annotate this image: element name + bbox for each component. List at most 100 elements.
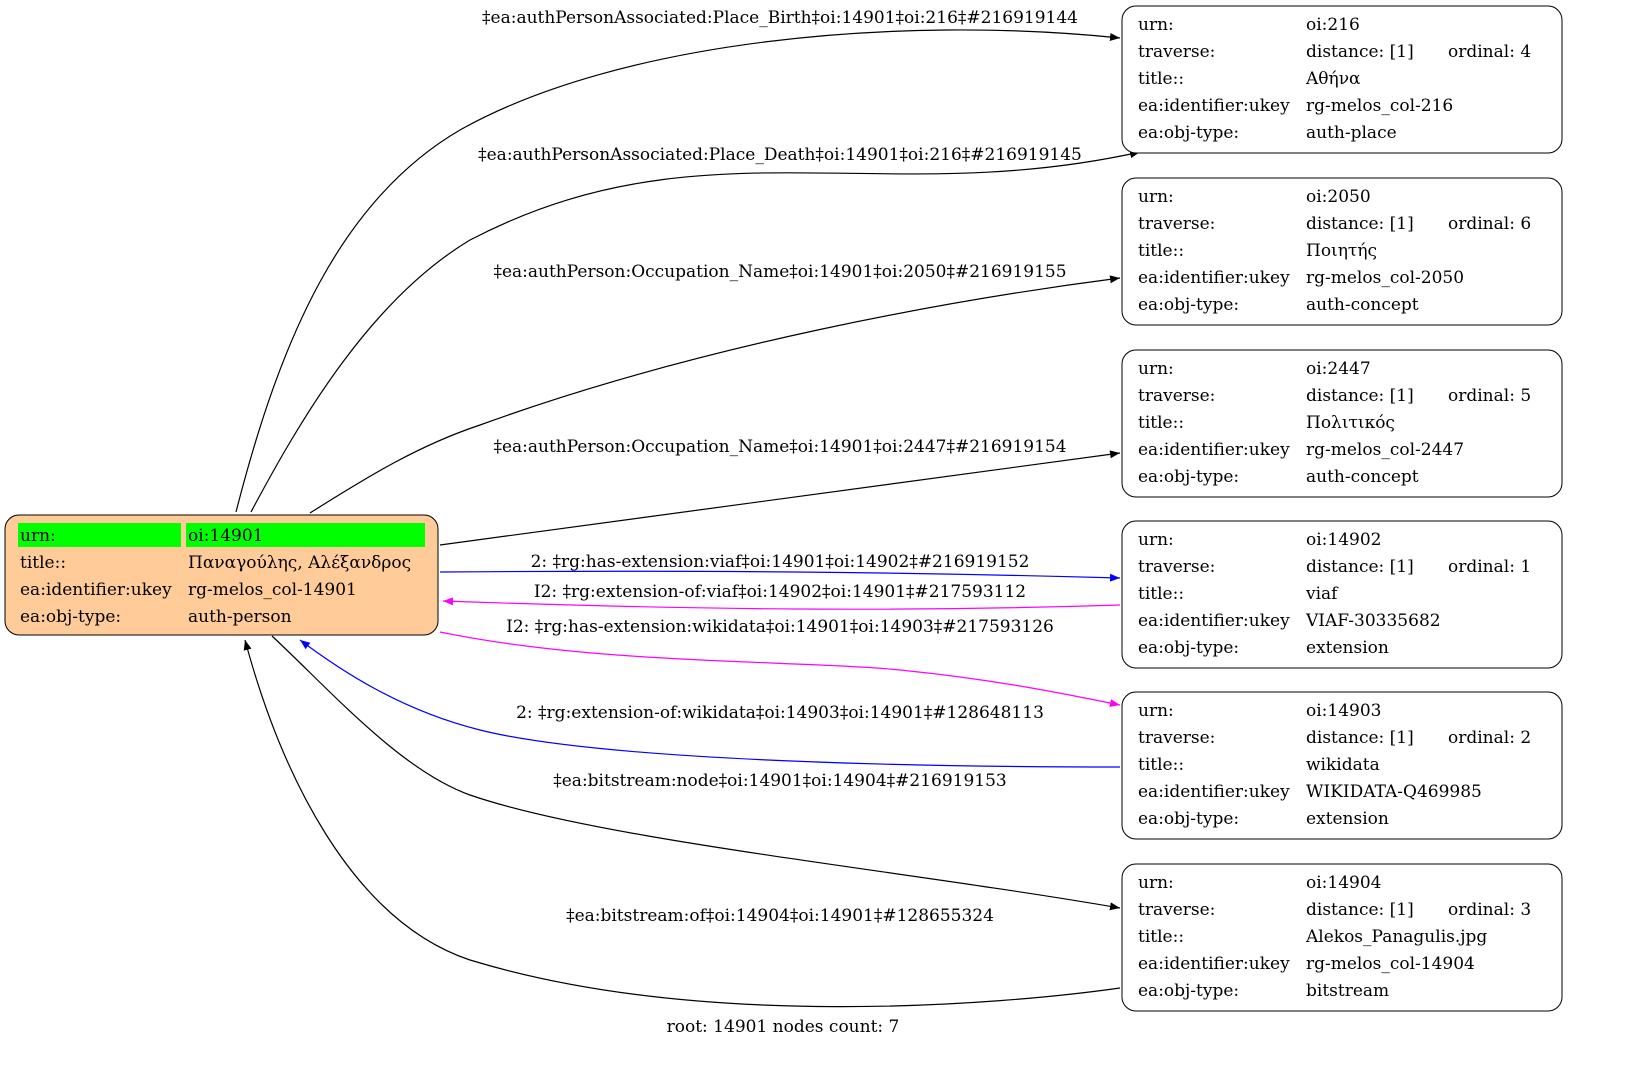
target-node[interactable]: urn: oi:2050 traverse: distance: [1] ordinal…	[1121, 177, 1563, 326]
row-key: ea:identifier:ukey	[1138, 611, 1290, 631]
target-node[interactable]: urn: oi:14902 traverse: distance: [1] ordina…	[1121, 520, 1563, 669]
edge-label: ‡ea:bitstream:of‡oi:14904‡oi:14901‡#1286…	[566, 906, 994, 926]
edge-line	[235, 29, 1121, 513]
edge-line	[299, 639, 1121, 768]
footer-caption: root: 14901 nodes count: 7	[667, 1017, 900, 1037]
edge-line	[309, 275, 1121, 514]
edge-line	[243, 639, 1121, 1008]
edge-label: ‡ea:authPerson:Occupation_Name‡oi:14901‡…	[493, 262, 1066, 282]
row-key: title::	[1138, 584, 1184, 604]
row-value: distance: [1]	[1306, 557, 1414, 577]
row-key: traverse:	[1138, 214, 1215, 234]
row-key: ea:identifier:ukey	[1138, 782, 1290, 802]
row-value: rg-melos_col-2447	[1306, 440, 1464, 460]
row-key: ea:obj-type:	[1138, 981, 1239, 1001]
row-value: ordinal: 5	[1448, 386, 1531, 406]
row-key: urn:	[1138, 701, 1174, 721]
edge-label: 2: ‡rg:has-extension:viaf‡oi:14901‡oi:14…	[531, 552, 1030, 572]
row-value: extension	[1306, 809, 1389, 829]
row-value: rg-melos_col-216	[1306, 96, 1453, 116]
row-value: viaf	[1305, 584, 1339, 604]
row-key: urn:	[1138, 873, 1174, 893]
edge-label: 2: ‡rg:extension-of:wikidata‡oi:14903‡oi…	[516, 703, 1044, 723]
row-value: Πολιτικός	[1306, 413, 1395, 433]
target-node[interactable]: urn: oi:2447 traverse: distance: [1] ordinal…	[1121, 349, 1563, 498]
row-key: ea:identifier:ukey	[20, 580, 172, 600]
row-key: title::	[1138, 927, 1184, 947]
row-value: wikidata	[1306, 755, 1380, 775]
row-value: auth-person	[188, 607, 292, 627]
row-value: oi:2447	[1306, 359, 1371, 379]
row-key: traverse:	[1138, 557, 1215, 577]
row-value: distance: [1]	[1306, 900, 1414, 920]
row-value: distance: [1]	[1306, 728, 1414, 748]
row-key: ea:identifier:ukey	[1138, 96, 1290, 116]
row-key: traverse:	[1138, 42, 1215, 62]
row-key: title::	[1138, 69, 1184, 89]
target-node[interactable]: urn: oi:14903 traverse: distance: [1] ordina…	[1121, 691, 1563, 840]
row-value: auth-concept	[1306, 467, 1419, 487]
edge-line	[439, 450, 1121, 546]
edge-line	[271, 635, 1121, 911]
row-key: urn:	[1138, 187, 1174, 207]
row-value: rg-melos_col-14901	[188, 580, 357, 600]
row-value: extension	[1306, 638, 1389, 658]
row-value: ordinal: 2	[1448, 728, 1531, 748]
edge-line	[442, 597, 1121, 610]
row-value: ordinal: 4	[1448, 42, 1531, 62]
target-node[interactable]: urn: oi:216 traverse: distance: [1] ordinal:…	[1121, 5, 1563, 154]
row-value: auth-concept	[1306, 295, 1419, 315]
row-value: oi:14904	[1306, 873, 1381, 893]
row-value: oi:14901	[188, 526, 263, 546]
edge-label: ‡ea:authPersonAssociated:Place_Birth‡oi:…	[482, 8, 1078, 28]
row-key: ea:obj-type:	[1138, 123, 1239, 143]
row-key: title::	[1138, 413, 1184, 433]
row-value: distance: [1]	[1306, 42, 1414, 62]
row-value: Alekos_Panagulis.jpg	[1305, 927, 1487, 947]
row-value: oi:216	[1306, 15, 1360, 35]
row-key: title::	[20, 553, 66, 573]
row-key: title::	[1138, 755, 1184, 775]
row-value: VIAF-30335682	[1305, 611, 1441, 631]
row-value: distance: [1]	[1306, 386, 1414, 406]
edge-label: I2: ‡rg:extension-of:viaf‡oi:14902‡oi:14…	[534, 582, 1026, 602]
row-value: ordinal: 3	[1448, 900, 1531, 920]
edge-line	[439, 631, 1121, 707]
row-value: WIKIDATA-Q469985	[1306, 782, 1482, 802]
edge-label: ‡ea:authPersonAssociated:Place_Death‡oi:…	[478, 145, 1082, 165]
row-key: urn:	[1138, 359, 1174, 379]
target-node[interactable]: urn: oi:14904 traverse: distance: [1] ordina…	[1121, 863, 1563, 1012]
row-value: oi:14902	[1306, 530, 1381, 550]
row-key: ea:identifier:ukey	[1138, 954, 1290, 974]
row-key: ea:obj-type:	[1138, 638, 1239, 658]
row-value: ordinal: 1	[1448, 557, 1531, 577]
row-value: Παναγούλης, Αλέξανδρος	[188, 553, 411, 573]
edge-label: ‡ea:authPerson:Occupation_Name‡oi:14901‡…	[493, 437, 1066, 457]
edge-label: ‡ea:bitstream:node‡oi:14901‡oi:14904‡#21…	[553, 771, 1006, 791]
edge-line	[250, 150, 1141, 513]
row-value: oi:14903	[1306, 701, 1381, 721]
row-value: Ποιητής	[1306, 241, 1377, 261]
row-key: ea:obj-type:	[1138, 809, 1239, 829]
row-value: rg-melos_col-14904	[1306, 954, 1475, 974]
row-value: rg-melos_col-2050	[1306, 268, 1464, 288]
row-key: ea:obj-type:	[1138, 467, 1239, 487]
row-value: distance: [1]	[1306, 214, 1414, 234]
row-key: urn:	[20, 526, 56, 546]
row-key: traverse:	[1138, 728, 1215, 748]
row-key: urn:	[1138, 530, 1174, 550]
row-key: ea:obj-type:	[20, 607, 121, 627]
row-key: ea:identifier:ukey	[1138, 440, 1290, 460]
row-value: Αθήνα	[1305, 69, 1361, 89]
row-value: auth-place	[1306, 123, 1397, 143]
row-value: ordinal: 6	[1448, 214, 1531, 234]
edge-line	[439, 570, 1121, 582]
row-key: ea:obj-type:	[1138, 295, 1239, 315]
row-key: ea:identifier:ukey	[1138, 268, 1290, 288]
row-key: traverse:	[1138, 900, 1215, 920]
edge-label: I2: ‡rg:has-extension:wikidata‡oi:14901‡…	[506, 617, 1054, 637]
row-value: oi:2050	[1306, 187, 1371, 207]
row-key: title::	[1138, 241, 1184, 261]
